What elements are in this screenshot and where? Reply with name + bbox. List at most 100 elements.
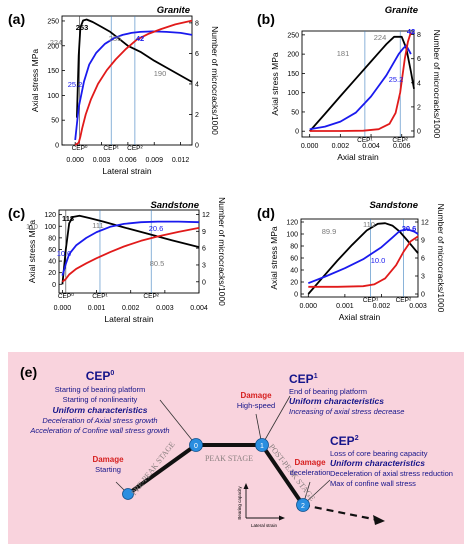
cep0-connector — [159, 399, 197, 446]
y-tick-label: 40 — [48, 259, 56, 266]
y-tick-label: 80 — [290, 244, 298, 251]
x-tick-label: 0.004 — [362, 143, 380, 150]
x-tick-label: 0.002 — [373, 303, 391, 310]
cep-label: CEP² — [143, 293, 159, 300]
cep2-node — [296, 498, 310, 512]
y-tick-label: 200 — [47, 43, 59, 50]
x-tick-label: 0.006 — [393, 143, 411, 150]
x-axis-label: Axial strain — [337, 152, 379, 162]
cep-label: CEP⁰ — [72, 144, 88, 152]
x-axis-label: Axial strain — [339, 312, 381, 322]
damage-high-title: Damage — [240, 391, 272, 400]
y2-tick-label: 6 — [417, 56, 421, 63]
y2-tick-label: 0 — [421, 292, 425, 299]
y2-axis-label: Number of microcracks/1000 — [210, 26, 220, 135]
y-tick-label: 150 — [287, 71, 299, 78]
y-tick-label: 60 — [48, 247, 56, 254]
data-annotation: 181 — [337, 49, 350, 58]
y-tick-label: 0 — [52, 282, 56, 289]
cep0-line-1: Starting of bearing platform — [55, 385, 145, 394]
data-annotation: 110 — [26, 222, 38, 231]
cep0-italic-2: Acceleration of Confine wall stress grow… — [29, 426, 169, 435]
cep2-description: CEP2 Loss of core bearing capacity Unifo… — [330, 434, 453, 488]
cep1-description: CEP1 End of bearing platform Uniform cha… — [289, 372, 404, 416]
cep-label: CEP¹ — [363, 297, 379, 304]
path-arrowhead — [373, 515, 385, 525]
cep2-plain-2: Max of confine wall stress — [330, 479, 416, 488]
cep0-node — [189, 438, 203, 452]
series-line — [74, 19, 193, 146]
cep0-italic-1: Deceleration of Axial stress growth — [42, 416, 157, 425]
start-node — [122, 488, 134, 500]
y-tick-label: 20 — [48, 270, 56, 277]
cep1-italic-1: Increasing of axial stress decrease — [289, 407, 404, 416]
cep2-title: CEP2 — [330, 434, 359, 448]
damage-decel-sub: deceleration — [290, 468, 331, 477]
chart-panels: (a) Granite CEP⁰ CEP¹ CEP² 0.000 0.003 0.006 0.0… — [8, 5, 446, 324]
y2-tick-label: 2 — [195, 112, 199, 119]
series-group — [307, 222, 419, 295]
data-annotation: 111 — [92, 221, 103, 230]
x-tick-label: 0.003 — [93, 157, 111, 164]
y-tick-label: 200 — [287, 52, 299, 59]
plot-frame — [58, 209, 200, 294]
cep1-title: CEP1 — [289, 372, 318, 386]
y-axis-label: Axial stress MPa — [30, 49, 40, 113]
y2-tick-label: 12 — [202, 212, 210, 219]
series-line — [308, 235, 419, 288]
data-annotation: 42 — [407, 27, 415, 36]
cep2-plain-1: Deceleration of axial stress reduction — [330, 469, 453, 478]
series-line — [309, 35, 415, 132]
data-annotation: 110 — [363, 220, 375, 229]
y-axis-label: Axial stress MPa — [269, 226, 279, 290]
cep1-line-1: End of bearing platform — [289, 387, 367, 396]
x-tick-label: 0.004 — [190, 305, 208, 312]
x-tick-label: 0.000 — [301, 143, 319, 150]
cep0-title: CEP0 — [86, 369, 115, 383]
panel-e-background — [8, 352, 464, 544]
chart-title: Granite — [385, 5, 419, 16]
cep-label: CEP² — [396, 297, 412, 304]
panel-label-e: (e) — [20, 364, 37, 380]
data-annotation: 118 — [62, 214, 74, 223]
y2-axis-label: Number of microcracks/1000 — [432, 30, 442, 139]
y2-tick-label: 3 — [202, 262, 206, 269]
chart-panel-4: (d) Sandstone CEP¹ CEP² 0.000 0.001 0.002 0.003… — [257, 200, 446, 322]
y2-tick-label: 0 — [417, 128, 421, 135]
data-annotation: 42 — [136, 34, 144, 43]
cep-label: CEP⁰ — [58, 292, 74, 300]
cep0-uniform: Uniform characteristics — [53, 405, 148, 415]
stage-label-peak: PEAK STAGE — [205, 454, 253, 463]
y2-tick-label: 6 — [195, 51, 199, 58]
series-line — [61, 220, 200, 276]
x-tick-label: 0.001 — [336, 303, 354, 310]
data-annotation: 253 — [76, 23, 89, 32]
future-path-dashed — [302, 503, 379, 522]
x-tick-label: 0.000 — [54, 305, 72, 312]
y2-tick-label: 8 — [417, 32, 421, 39]
y2-tick-label: 0 — [202, 279, 206, 286]
chart-panel-1: (a) Granite CEP⁰ CEP¹ CEP² 0.000 0.003 0.006 0.0… — [8, 5, 220, 176]
data-annotation: 25.2 — [68, 80, 83, 89]
y-axis-label: Axial stress MPa — [27, 220, 37, 284]
y-tick-label: 100 — [44, 224, 56, 231]
data-annotation: 10.0 — [57, 249, 72, 258]
y2-axis-label: Number of microcracks/1000 — [217, 197, 227, 306]
stage-path — [126, 443, 305, 507]
cep2-node-label: 2 — [301, 503, 305, 510]
x-tick-label: 0.009 — [145, 157, 163, 164]
x-axis-label: Lateral strain — [102, 166, 151, 176]
y-tick-label: 100 — [286, 232, 298, 239]
data-annotation: 224 — [374, 33, 387, 42]
cep1-node-label: 1 — [260, 443, 264, 450]
damage-decel-title: Damage — [294, 458, 326, 467]
panel-label: (c) — [8, 205, 25, 221]
y2-tick-label: 6 — [421, 256, 425, 263]
y-tick-label: 100 — [287, 90, 299, 97]
panel-label: (d) — [257, 205, 275, 221]
y-tick-label: 40 — [290, 268, 298, 275]
chart-panel-3: (c) Sandstone CEP⁰ CEP¹ CEP² 0.000 0.001 0.002 0… — [8, 197, 227, 324]
inset-x-arrow — [279, 515, 285, 521]
plot-frame — [61, 15, 193, 146]
